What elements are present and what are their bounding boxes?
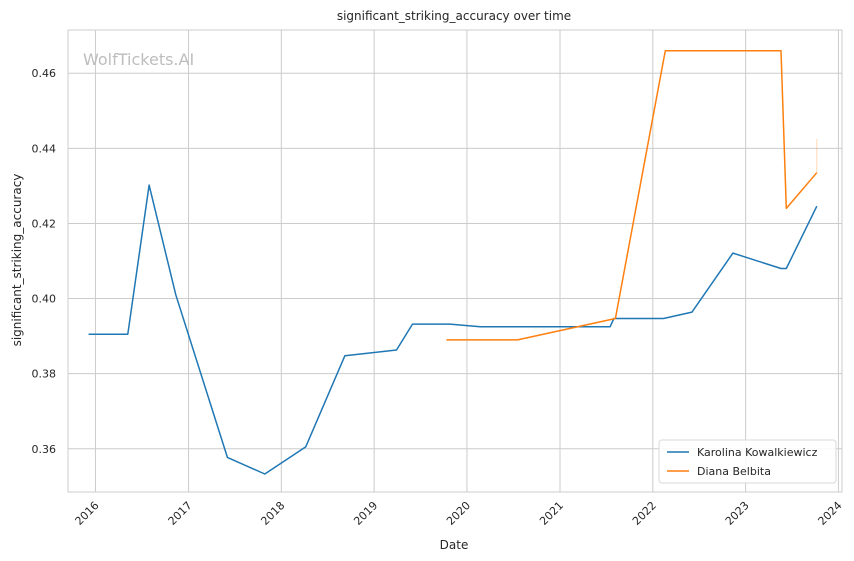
legend-label-2: Diana Belbita [697, 465, 771, 478]
y-tick-label: 0.38 [32, 368, 57, 381]
x-tick-label: 2016 [73, 499, 102, 528]
y-tick-label: 0.42 [32, 217, 57, 230]
y-axis-label: significant_striking_accuracy [10, 174, 24, 347]
y-tick-label: 0.40 [32, 293, 57, 306]
x-tick-label: 2020 [444, 499, 473, 528]
legend-box [658, 439, 837, 484]
x-tick-label: 2021 [537, 499, 566, 528]
x-tick-label: 2019 [351, 499, 380, 528]
series-line-2 [446, 49, 818, 341]
x-tick-label: 2017 [166, 499, 195, 528]
plot-area [67, 29, 843, 493]
x-tick-label: 2022 [630, 499, 659, 528]
chart-title: significant_striking_accuracy over time [337, 9, 571, 23]
y-tick-label: 0.44 [32, 142, 57, 155]
x-axis-label: Date [440, 538, 469, 552]
watermark: WolfTickets.AI [83, 50, 194, 69]
x-tick-label: 2024 [816, 499, 845, 528]
x-tick-label: 2018 [258, 499, 287, 528]
series-line-1 [88, 184, 818, 475]
y-tick-label: 0.46 [32, 67, 57, 80]
series-layer [88, 49, 818, 475]
y-tick-label: 0.36 [32, 443, 57, 456]
x-tick-label: 2023 [723, 499, 752, 528]
legend-label-1: Karolina Kowalkiewicz [697, 446, 818, 459]
legend: Karolina Kowalkiewicz Diana Belbita [658, 439, 837, 484]
